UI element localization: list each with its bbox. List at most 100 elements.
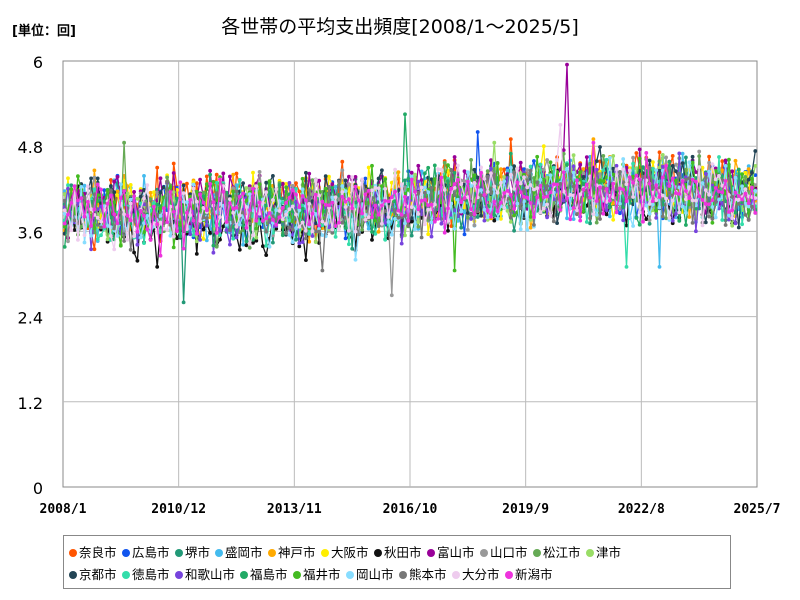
data-point <box>247 241 252 246</box>
data-point <box>208 172 213 177</box>
data-point <box>634 151 639 155</box>
data-point <box>753 173 758 178</box>
data-point <box>267 179 272 184</box>
data-point <box>657 195 662 199</box>
data-point <box>350 175 355 180</box>
data-point <box>313 212 318 216</box>
data-point <box>452 186 457 190</box>
data-point <box>274 208 279 213</box>
data-point <box>264 216 269 221</box>
legend-item: 和歌山市 <box>175 564 235 583</box>
data-point <box>307 202 312 206</box>
data-point <box>300 240 305 245</box>
data-point <box>241 210 246 215</box>
legend-label: 津市 <box>596 545 622 560</box>
data-point <box>707 160 711 165</box>
legend-label: 京都市 <box>79 567 117 582</box>
data-point <box>621 187 626 192</box>
data-point <box>743 170 748 175</box>
data-point <box>112 200 117 205</box>
data-point <box>125 191 130 196</box>
data-point <box>717 155 721 159</box>
data-point <box>284 231 288 236</box>
data-point <box>191 186 196 191</box>
data-point <box>723 223 728 227</box>
legend-label: 堺市 <box>185 545 211 560</box>
data-point <box>631 195 635 199</box>
data-point <box>733 158 738 163</box>
data-point <box>152 204 156 209</box>
data-point <box>290 188 295 193</box>
data-point <box>181 191 186 196</box>
data-point <box>753 164 758 168</box>
data-point <box>429 220 434 225</box>
data-point <box>416 212 421 216</box>
data-point <box>598 172 602 177</box>
data-point <box>664 163 668 168</box>
data-point <box>485 218 490 222</box>
data-point <box>723 179 728 183</box>
data-point <box>495 190 500 195</box>
data-point <box>247 192 252 197</box>
data-point <box>300 220 305 225</box>
data-point <box>135 229 140 234</box>
data-point <box>736 194 741 199</box>
data-point <box>287 233 292 237</box>
data-point <box>383 199 388 203</box>
data-point <box>231 172 236 177</box>
data-point <box>485 174 490 179</box>
data-point <box>551 201 556 206</box>
data-point <box>128 218 133 223</box>
data-point <box>644 203 649 208</box>
data-point <box>674 178 678 183</box>
data-point <box>62 211 67 216</box>
data-point <box>171 171 176 175</box>
data-point <box>571 206 576 210</box>
data-point <box>115 221 120 226</box>
data-point <box>462 205 467 210</box>
legend-label: 徳島市 <box>132 567 170 582</box>
data-point <box>687 176 692 181</box>
data-point <box>512 164 516 169</box>
data-point <box>571 164 576 169</box>
data-point <box>317 193 321 198</box>
legend-swatch <box>69 549 77 557</box>
data-point <box>618 170 622 174</box>
data-point <box>472 173 477 178</box>
data-point <box>535 180 540 185</box>
data-point <box>66 186 70 191</box>
data-point <box>637 156 642 161</box>
data-point <box>158 253 163 258</box>
data-point <box>581 167 586 171</box>
data-point <box>254 184 259 189</box>
data-point <box>85 200 90 204</box>
data-point <box>541 167 546 172</box>
data-point <box>522 172 526 177</box>
data-point <box>555 158 559 162</box>
data-point <box>214 231 219 235</box>
data-point <box>446 206 450 211</box>
data-point <box>214 172 219 177</box>
data-point <box>76 174 80 179</box>
data-point <box>257 170 262 174</box>
data-point <box>571 170 576 175</box>
data-point <box>122 239 126 243</box>
data-point <box>608 155 612 160</box>
data-point <box>294 237 298 242</box>
data-point <box>594 199 599 203</box>
data-point <box>545 194 549 199</box>
data-point <box>750 170 754 175</box>
data-point <box>710 198 715 203</box>
data-point <box>138 194 143 199</box>
data-point <box>128 197 133 202</box>
data-point <box>660 153 665 157</box>
data-point <box>284 212 288 217</box>
data-point <box>489 171 493 176</box>
data-point <box>644 151 649 155</box>
data-point <box>323 186 328 191</box>
data-point <box>743 187 748 192</box>
data-point <box>601 154 606 158</box>
data-point <box>733 175 738 180</box>
data-point <box>366 226 371 231</box>
data-point <box>426 190 431 195</box>
